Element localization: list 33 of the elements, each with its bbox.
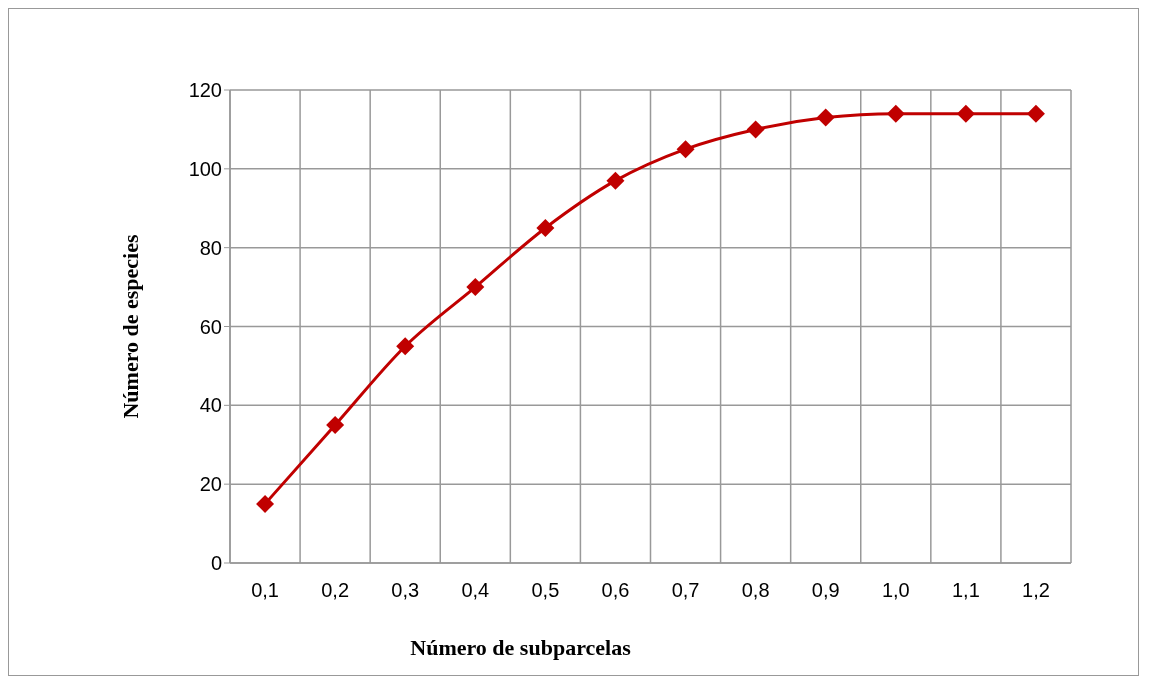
x-tick-label: 0,8 — [741, 579, 770, 602]
x-tick-label: 0,5 — [531, 579, 560, 602]
x-tick-label: 0,1 — [251, 579, 279, 602]
x-tick-label: 0,9 — [811, 579, 840, 602]
x-tick-label: 0,4 — [461, 579, 490, 602]
x-tick-label: 0,2 — [321, 579, 350, 602]
y-tick-label: 20 — [199, 473, 222, 496]
x-tick-label: 1,0 — [881, 579, 910, 602]
point — [396, 337, 415, 356]
point — [606, 171, 625, 190]
y-tick-label: 100 — [188, 157, 222, 180]
y-tick-label: 0 — [210, 552, 222, 575]
point — [746, 120, 765, 139]
point — [326, 416, 345, 435]
point — [816, 108, 835, 127]
y-axis-title: Número de especies — [117, 234, 143, 419]
point — [256, 494, 275, 513]
x-tick-label: 0,6 — [601, 579, 630, 602]
x-tick-label: 0,3 — [391, 579, 420, 602]
point — [956, 104, 975, 123]
x-tick-label: 1,2 — [1022, 579, 1050, 602]
x-axis-title: Número de subparcelas — [410, 635, 632, 660]
point — [1026, 104, 1045, 123]
point — [466, 278, 485, 297]
y-tick-label: 120 — [188, 79, 222, 102]
x-tick-label: 1,1 — [951, 579, 980, 602]
x-tick-label: 0,7 — [671, 579, 700, 602]
point — [536, 218, 555, 237]
point — [676, 140, 695, 159]
y-tick-label: 80 — [199, 236, 222, 259]
y-tick-label: 60 — [199, 315, 222, 338]
point — [886, 104, 905, 123]
y-tick-label: 40 — [199, 394, 222, 417]
